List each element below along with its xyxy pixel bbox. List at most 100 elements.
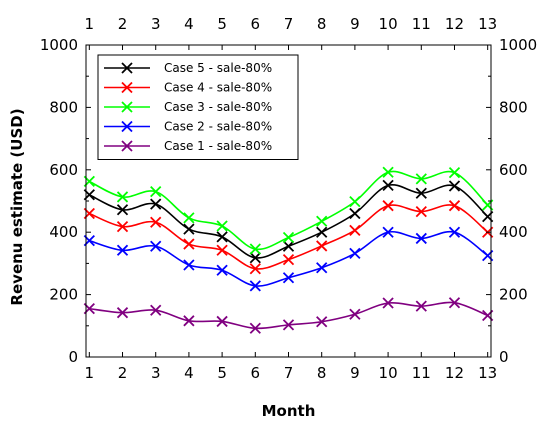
x-tick-label-top: 9 [350, 15, 360, 33]
y-tick-label-left: 0 [68, 348, 78, 366]
data-point-marker [183, 223, 195, 235]
legend-marker [121, 101, 133, 113]
y-tick-label-left: 1000 [40, 36, 78, 54]
data-point-marker [349, 207, 361, 220]
legend-marker [121, 62, 133, 74]
data-point-marker [282, 319, 295, 331]
data-point-marker [349, 195, 361, 208]
data-point-marker [216, 264, 228, 276]
y-axis-title: Revenu estimate (USD) [8, 108, 26, 305]
data-point-marker [349, 224, 361, 236]
data-point-marker [282, 254, 295, 266]
data-point-marker [415, 187, 427, 199]
x-tick-label-top: 3 [151, 15, 161, 33]
legend-label: Case 5 - sale-80% [164, 61, 272, 75]
data-point-marker [249, 243, 261, 255]
series-5 [83, 297, 494, 334]
x-tick-label-top: 8 [317, 15, 327, 33]
y-tick-label-right: 400 [499, 223, 528, 241]
x-tick-label-bottom: 4 [184, 364, 194, 382]
x-tick-label-bottom: 7 [284, 364, 294, 382]
data-point-marker [316, 262, 328, 274]
data-point-marker [150, 304, 162, 316]
data-point-marker [382, 297, 394, 309]
data-point-marker [183, 238, 195, 250]
y-tick-label-left: 800 [49, 98, 78, 116]
data-point-marker [216, 231, 228, 243]
x-tick-label-top: 1 [85, 15, 95, 33]
legend-item: Case 5 - sale-80% [104, 61, 272, 75]
data-point-marker [249, 263, 261, 275]
data-point-marker [150, 240, 162, 252]
data-point-marker [282, 240, 295, 252]
data-point-marker [316, 316, 328, 328]
legend-marker [121, 81, 133, 94]
x-tick-label-top: 10 [379, 15, 398, 33]
data-point-marker [448, 200, 461, 212]
data-point-marker [382, 179, 394, 192]
legend-label: Case 1 - sale-80% [164, 139, 272, 153]
plot-layer [83, 166, 494, 334]
legend-item: Case 4 - sale-80% [104, 81, 272, 95]
series-2 [83, 200, 494, 275]
y-tick-label-left: 200 [49, 286, 78, 304]
x-tick-label-bottom: 10 [379, 364, 398, 382]
data-point-marker [116, 307, 129, 319]
x-tick-label-bottom: 3 [151, 364, 161, 382]
data-point-marker [116, 244, 129, 256]
x-tick-label-bottom: 13 [478, 364, 497, 382]
data-point-marker [316, 240, 328, 252]
data-point-marker [183, 315, 195, 327]
x-tick-label-top: 12 [445, 15, 464, 33]
data-point-marker [349, 247, 361, 260]
series-1 [83, 179, 494, 264]
data-point-marker [382, 200, 394, 212]
data-point-marker [216, 244, 228, 256]
x-tick-label-bottom: 12 [445, 364, 464, 382]
data-point-marker [316, 215, 328, 227]
data-point-marker [448, 297, 461, 309]
legend-marker [121, 140, 133, 152]
legend-item: Case 3 - sale-80% [104, 100, 272, 114]
data-point-marker [116, 191, 129, 203]
x-tick-label-bottom: 11 [412, 364, 431, 382]
data-point-marker [116, 220, 129, 233]
x-tick-label-top: 11 [412, 15, 431, 33]
x-tick-label-top: 4 [184, 15, 194, 33]
data-point-marker [448, 226, 461, 238]
x-axis-title: Month [262, 402, 316, 420]
x-tick-label-top: 2 [118, 15, 128, 33]
series-4 [83, 226, 494, 292]
x-tick-label-bottom: 6 [251, 364, 261, 382]
data-point-marker [448, 180, 461, 192]
x-tick-label-bottom: 8 [317, 364, 327, 382]
x-tick-label-top: 13 [478, 15, 497, 33]
data-point-marker [448, 166, 461, 179]
y-tick-label-right: 1000 [499, 36, 537, 54]
data-point-marker [415, 173, 427, 185]
data-point-marker [150, 186, 162, 198]
data-point-marker [183, 259, 195, 271]
y-tick-label-right: 0 [499, 348, 509, 366]
y-tick-label-left: 600 [49, 161, 78, 179]
data-point-marker [150, 198, 162, 210]
legend-label: Case 3 - sale-80% [164, 100, 272, 114]
x-tick-label-bottom: 1 [85, 364, 95, 382]
data-point-marker [150, 216, 162, 228]
data-point-marker [282, 231, 295, 244]
data-point-marker [349, 308, 361, 320]
data-point-marker [282, 272, 295, 284]
data-point-marker [249, 322, 261, 334]
y-tick-label-right: 800 [499, 98, 528, 116]
legend: Case 5 - sale-80% Case 4 - sale-80% Case 3… [97, 54, 299, 160]
legend-item: Case 1 - sale-80% [104, 139, 272, 153]
x-tick-label-bottom: 5 [217, 364, 227, 382]
data-point-marker [415, 300, 427, 312]
legend-label: Case 2 - sale-80% [164, 120, 272, 134]
x-tick-label-top: 6 [251, 15, 261, 33]
data-point-marker [382, 226, 394, 238]
data-point-marker [415, 232, 427, 245]
x-tick-label-bottom: 9 [350, 364, 360, 382]
data-point-marker [183, 212, 195, 224]
